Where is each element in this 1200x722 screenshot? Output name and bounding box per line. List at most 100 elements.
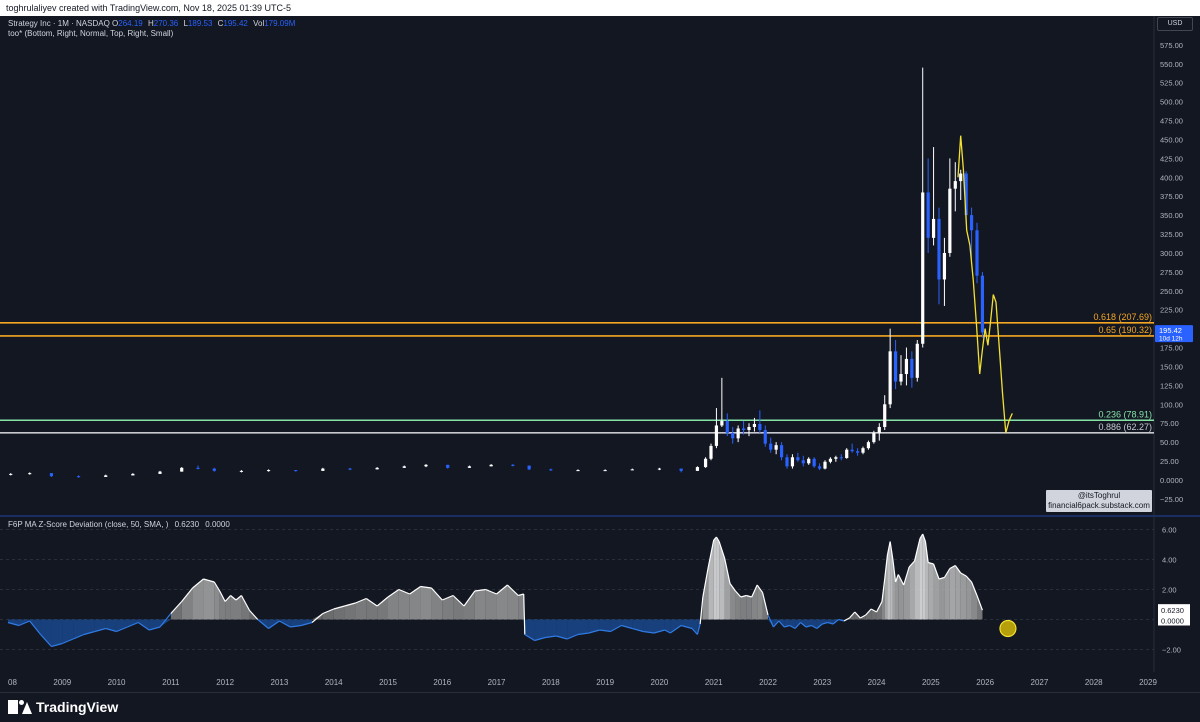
candle-body <box>212 468 216 471</box>
zscore-line <box>203 578 215 583</box>
candle-body <box>975 230 979 276</box>
last-price-label: 195.42 <box>1159 326 1182 335</box>
candle-body <box>527 465 531 470</box>
volume-label: Vol <box>253 19 265 28</box>
zscore-line <box>632 627 644 633</box>
indicator-name: F6P MA Z-Score Deviation (close, 50, SMA… <box>8 520 169 529</box>
zscore-line <box>884 554 889 580</box>
zscore-positive-bar <box>933 564 939 620</box>
zscore-line <box>908 560 916 568</box>
candle-body <box>872 433 876 443</box>
tradingview-logo-icon <box>8 700 32 714</box>
zscore-negative-fill <box>545 619 557 638</box>
zscore-line <box>181 587 194 602</box>
price-tick-label: 575.00 <box>1160 41 1183 50</box>
zscore-line <box>859 614 867 619</box>
projection-marker-icon <box>999 619 1017 638</box>
candle-body <box>489 464 493 467</box>
price-tick-label: 100.00 <box>1160 400 1183 409</box>
zscore-tick-label: 4.00 <box>1162 556 1177 565</box>
zscore-line <box>751 584 758 598</box>
zscore-line <box>822 621 828 625</box>
zscore-negative-fill <box>816 619 823 629</box>
high-value: 270.36 <box>153 19 179 28</box>
zscore-line <box>713 536 717 541</box>
candle-body <box>630 469 634 471</box>
zscore-positive-bar <box>388 589 399 620</box>
zscore-line <box>715 536 720 542</box>
zscore-line <box>40 634 52 647</box>
time-tick-label: 2014 <box>325 678 343 687</box>
symbol-legend: Strategy Inc · 1M · NASDAQ O264.19 H270.… <box>8 19 298 28</box>
candle-body <box>801 460 805 464</box>
candle-body <box>467 466 472 468</box>
candle-body <box>877 426 881 434</box>
zscore-current-label: 0.6230 <box>1161 606 1184 615</box>
zscore-line <box>430 587 443 601</box>
price-tick-label: 275.00 <box>1160 268 1183 277</box>
zscore-line <box>51 642 63 648</box>
zscore-line <box>322 608 334 615</box>
candle-body <box>953 181 957 189</box>
zscore-line <box>816 623 823 629</box>
zscore-negative-fill <box>73 619 84 639</box>
zscore-line <box>344 602 356 607</box>
zscore-positive-bar <box>377 597 388 620</box>
zscore-positive-bar <box>887 541 891 620</box>
zscore-line <box>7 621 20 627</box>
candle-body <box>931 218 936 238</box>
fib-levels: 0.618 (207.69) 0.65 (190.32) 0.236 (78.91)… <box>0 312 1154 434</box>
zscore-positive-bar <box>909 561 915 620</box>
zscore-line <box>843 617 850 622</box>
candle-body <box>28 473 32 475</box>
zscore-line <box>699 596 704 625</box>
price-tick-label: −25.00 <box>1160 495 1183 504</box>
zscore-positive-bar <box>236 595 242 620</box>
tradingview-logo[interactable]: TradingView <box>8 699 118 715</box>
footer-bar: TradingView <box>0 692 1200 722</box>
zscore-positive-bar <box>719 541 725 620</box>
zscore-positive-bar <box>955 565 961 620</box>
zscore-positive-bar <box>898 574 904 620</box>
zscore-positive-bar <box>225 595 231 620</box>
zscore-line <box>62 638 74 645</box>
zscore-negative-fill <box>610 619 622 632</box>
currency-button[interactable]: USD <box>1157 17 1193 31</box>
high-label: H <box>147 19 154 28</box>
zscore-line <box>943 568 951 578</box>
zscore-positive-bar <box>464 591 475 620</box>
zscore-line <box>556 635 568 640</box>
zscore-positive-bar <box>724 558 730 620</box>
candle-body <box>511 464 515 466</box>
zscore-positive-bar <box>713 537 717 620</box>
time-tick-label: 2026 <box>976 678 994 687</box>
zscore-positive-bar <box>966 576 972 620</box>
zscore-line <box>116 626 128 633</box>
zscore-line <box>876 601 883 613</box>
candle-body <box>321 468 325 471</box>
zscore-line <box>664 629 671 634</box>
candle-body <box>714 425 719 446</box>
zscore-line <box>83 630 96 636</box>
zscore-line <box>827 621 834 625</box>
zscore-line <box>886 541 891 556</box>
projection-line <box>957 135 1013 434</box>
zscore-line <box>18 620 30 627</box>
zscore-positive-bar <box>708 540 714 620</box>
indicator-value-1: 0.6230 <box>174 520 200 529</box>
open-value: 264.19 <box>118 19 143 28</box>
price-chart[interactable]: −25.00 0.0000 25.00 50.00 75.00 100.00 125.00 1… <box>0 16 1200 692</box>
zscore-line <box>94 627 106 633</box>
zscore-negative-fill <box>654 619 665 633</box>
zscore-negative-fill <box>534 619 546 641</box>
zscore-positive-bar <box>496 585 508 620</box>
candle-body <box>964 173 968 216</box>
indicator-legend[interactable]: F6P MA Z-Score Deviation (close, 50, SMA… <box>8 520 234 529</box>
study-legend[interactable]: too* (Bottom, Right, Normal, Top, Right,… <box>8 29 174 38</box>
zscore-negative-fill <box>768 619 774 627</box>
zscore-line <box>811 624 818 630</box>
price-tick-label: 150.00 <box>1160 362 1183 371</box>
zscore-line <box>137 622 150 631</box>
zscore-positive-bar <box>914 538 920 620</box>
chart-area[interactable]: −25.00 0.0000 25.00 50.00 75.00 100.00 125.00 1… <box>0 16 1200 692</box>
